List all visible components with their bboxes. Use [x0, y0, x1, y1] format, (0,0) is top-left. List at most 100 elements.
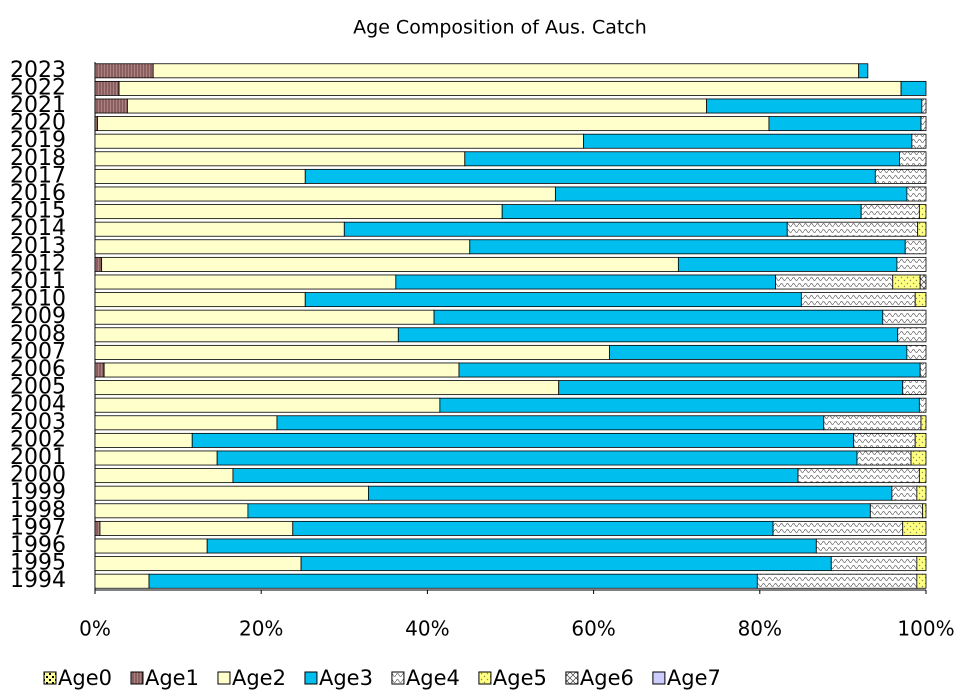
- bar-segment: [768, 116, 922, 132]
- bar-segment: [608, 344, 908, 360]
- bar-segment: [853, 432, 916, 448]
- bar-segment: [94, 380, 560, 396]
- x-tick-label: 40%: [405, 617, 449, 641]
- bar-segment: [94, 239, 471, 255]
- bar-segment: [94, 63, 154, 79]
- y-tick-label: 2004: [10, 392, 66, 417]
- legend-swatch: [478, 671, 492, 685]
- bar-segment: [94, 309, 435, 325]
- bar-segment: [103, 362, 460, 378]
- bar-segment: [94, 573, 150, 589]
- y-tick-label: 2017: [10, 163, 66, 188]
- bar-segment: [94, 538, 208, 554]
- legend-swatch: [217, 671, 231, 685]
- bar-segment: [917, 221, 927, 237]
- legend-label: Age5: [493, 666, 547, 690]
- bar-segment: [464, 151, 900, 167]
- bar-segment: [216, 450, 858, 466]
- bar-segment: [94, 468, 234, 484]
- bar-segment: [94, 503, 249, 519]
- bar-segment: [458, 362, 921, 378]
- y-tick-label: 2007: [10, 339, 66, 364]
- bar-segment: [916, 485, 927, 501]
- bar-segment: [916, 573, 927, 589]
- bar-segment: [94, 168, 306, 184]
- y-tick-label: 2016: [10, 181, 66, 206]
- legend-swatch: [130, 671, 144, 685]
- y-tick-label: 1997: [10, 515, 66, 540]
- bar-segment: [367, 485, 893, 501]
- y-tick-label: 2010: [10, 287, 66, 312]
- legend-swatch: [304, 671, 318, 685]
- bar-segment: [94, 450, 218, 466]
- bar-segment: [911, 133, 927, 149]
- bar-segment: [148, 573, 758, 589]
- legend-label: Age2: [232, 666, 286, 690]
- bar-segment: [101, 256, 679, 272]
- bar-segment: [772, 520, 904, 536]
- bar-segment: [921, 98, 927, 114]
- y-tick-label: 1994: [10, 568, 66, 593]
- bar-segment: [94, 80, 120, 96]
- y-tick-label: 2014: [10, 216, 66, 241]
- bar-segment: [433, 309, 884, 325]
- bar-segment: [232, 468, 799, 484]
- bar-segment: [896, 256, 927, 272]
- legend-label: Age6: [580, 666, 634, 690]
- bar-segment: [276, 415, 825, 431]
- bar-segment: [797, 468, 920, 484]
- bar-segment: [920, 116, 927, 132]
- bar-segment: [94, 204, 503, 220]
- bar-segment: [206, 538, 817, 554]
- bar-segment: [922, 503, 927, 519]
- bar-segment: [891, 485, 918, 501]
- bar-segment: [918, 468, 927, 484]
- bar-segment: [439, 397, 920, 413]
- y-tick-label: 2002: [10, 427, 66, 452]
- bar-segment: [395, 274, 776, 290]
- bar-segment: [815, 538, 927, 554]
- bar-segment: [292, 520, 774, 536]
- bar-segment: [94, 98, 128, 114]
- bar-segment: [874, 168, 927, 184]
- y-tick-label: 2022: [10, 75, 66, 100]
- bar-segment: [823, 415, 922, 431]
- bar-segment: [856, 450, 912, 466]
- legend-swatch: [652, 671, 666, 685]
- bar-segment: [304, 292, 802, 308]
- y-tick-label: 1999: [10, 480, 66, 505]
- bar-segment: [583, 133, 913, 149]
- y-tick-label: 2012: [10, 251, 66, 276]
- y-tick-label: 2013: [10, 234, 66, 259]
- y-tick-label: 2006: [10, 357, 66, 382]
- legend-swatch: [43, 671, 57, 685]
- bar-segment: [860, 204, 920, 220]
- bar-segment: [304, 168, 876, 184]
- bar-segment: [343, 221, 788, 237]
- y-tick-label: 2011: [10, 269, 66, 294]
- bar-segment: [918, 204, 927, 220]
- legend-swatch: [391, 671, 405, 685]
- bar-segment: [300, 556, 832, 572]
- bar-segment: [920, 415, 927, 431]
- bar-segment: [919, 274, 927, 290]
- y-tick-label: 2009: [10, 304, 66, 329]
- bar-segment: [906, 186, 927, 202]
- bar-segment: [94, 520, 101, 536]
- bar-segment: [897, 327, 927, 343]
- y-tick-label: 2005: [10, 375, 66, 400]
- bar-segment: [94, 432, 193, 448]
- bar-segment: [94, 133, 585, 149]
- y-tick-label: 2018: [10, 146, 66, 171]
- bar-segment: [94, 556, 302, 572]
- y-tick-label: 1996: [10, 533, 66, 558]
- bar-segment: [94, 221, 345, 237]
- y-tick-label: 2020: [10, 111, 66, 136]
- bar-segment: [775, 274, 894, 290]
- bar-segment: [677, 256, 898, 272]
- bar-segment: [902, 380, 927, 396]
- y-tick-label: 2001: [10, 445, 66, 470]
- legend-label: Age1: [145, 666, 199, 690]
- bar-segment: [800, 292, 916, 308]
